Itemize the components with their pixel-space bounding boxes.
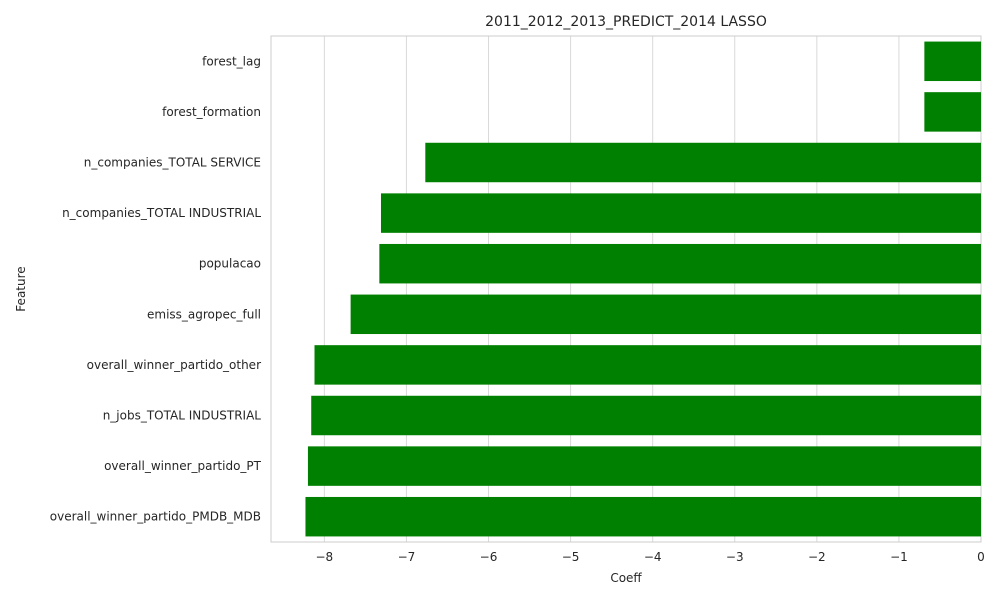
x-tick-label: −8 <box>316 550 334 564</box>
x-tick-labels: −8 −7 −6 −5 −4 −3 −2 −1 0 <box>316 550 985 564</box>
bar <box>311 395 981 436</box>
category-labels: forest_lag forest_formation n_companies_TO… <box>50 54 262 523</box>
category-label: overall_winner_partido_PT <box>104 459 262 473</box>
category-label: n_companies_TOTAL INDUSTRIAL <box>62 206 261 220</box>
chart-title: 2011_2012_2013_PREDICT_2014 LASSO <box>485 14 767 30</box>
x-tick-label: −4 <box>644 550 662 564</box>
plot-frame <box>270 35 982 543</box>
x-tick-label: −6 <box>480 550 498 564</box>
bar <box>924 92 981 132</box>
bar <box>350 294 981 335</box>
x-tick-label: −7 <box>398 550 416 564</box>
bar <box>305 496 981 537</box>
bar <box>924 41 981 82</box>
category-label: populacao <box>199 257 261 271</box>
x-tick-label: −1 <box>890 550 908 564</box>
category-label: n_jobs_TOTAL INDUSTRIAL <box>103 409 262 423</box>
bar <box>307 446 981 486</box>
category-label: forest_lag <box>202 54 261 68</box>
bar <box>314 345 981 385</box>
category-label: overall_winner_partido_other <box>87 358 261 372</box>
category-label: emiss_agropec_full <box>147 307 261 321</box>
y-axis-title: Feature <box>14 266 28 311</box>
x-tick-label: −2 <box>808 550 826 564</box>
bars <box>305 41 982 537</box>
bar <box>379 243 982 284</box>
bar <box>380 193 982 233</box>
category-label: forest_formation <box>162 105 261 119</box>
x-tick-label: 0 <box>977 550 985 564</box>
x-tick-label: −3 <box>726 550 744 564</box>
x-axis-title: Coeff <box>610 571 642 585</box>
category-label: n_companies_TOTAL SERVICE <box>84 156 261 170</box>
bar <box>425 142 981 183</box>
category-label: overall_winner_partido_PMDB_MDB <box>50 510 261 524</box>
x-tick-label: −5 <box>562 550 580 564</box>
